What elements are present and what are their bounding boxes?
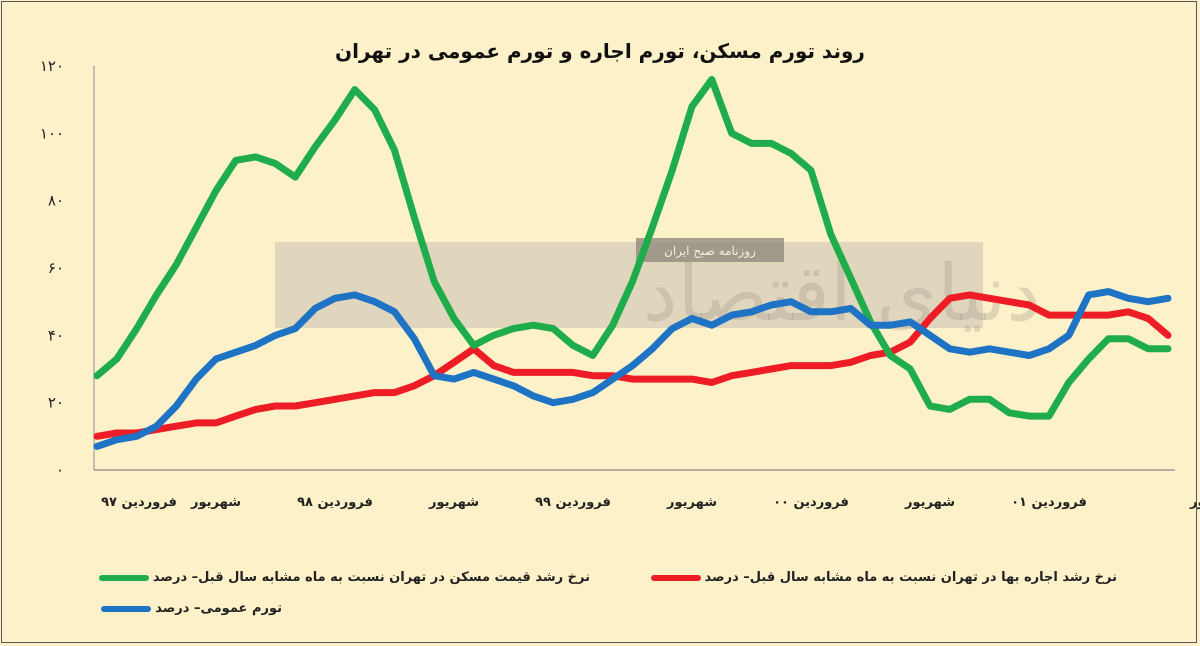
x-tick-label: فروردین ۹۷ [101,495,177,510]
legend-label-inflation: تورم عمومی– درصد [155,601,282,616]
legend-item-housing: نرخ رشد قیمت مسکن در تهران نسبت به ماه م… [98,570,590,585]
x-tick-label: فروردین ۹۹ [535,495,611,510]
x-tick-label: فروردین ۰۰ [773,495,849,510]
legend-swatch-rent [650,574,701,581]
x-tick-label: شهریور [428,495,479,510]
legend-swatch-housing [98,574,149,581]
x-tick-label: شهریور [1189,495,1200,510]
legend-item-inflation: تورم عمومی– درصد [101,601,282,616]
x-tick-label: شهریور [666,495,717,510]
x-tick-label: شهریور [190,495,241,510]
legend-item-rent: نرخ رشد اجاره بها در تهران نسبت به ماه م… [650,570,1117,585]
chart-title: روند تورم مسکن، تورم اجاره و تورم عمومی … [335,39,865,63]
y-tick-label: ۰ [56,461,64,479]
series-line-inflation [93,288,1172,450]
legend-swatch-inflation [101,605,152,612]
x-tick-label: شهریور [904,495,955,510]
watermark-label-box [636,238,784,262]
y-tick-label: ۶۰ [48,259,64,277]
watermark-label: روزنامه صبح ایران [664,244,756,259]
y-tick-label: ۸۰ [48,192,64,210]
series-line-housing [93,76,1172,420]
y-tick-label: ۱۲۰ [40,57,64,75]
y-tick-label: ۴۰ [48,326,64,344]
y-tick-label: ۲۰ [48,394,64,412]
x-tick-label: فروردین ۹۸ [297,495,373,510]
y-tick-label: ۱۰۰ [40,124,64,142]
legend-label-rent: نرخ رشد اجاره بها در تهران نسبت به ماه م… [704,570,1117,585]
legend-label-housing: نرخ رشد قیمت مسکن در تهران نسبت به ماه م… [152,570,590,585]
x-tick-label: فروردین ۰۱ [1011,495,1087,510]
series-line-rent [93,291,1172,440]
